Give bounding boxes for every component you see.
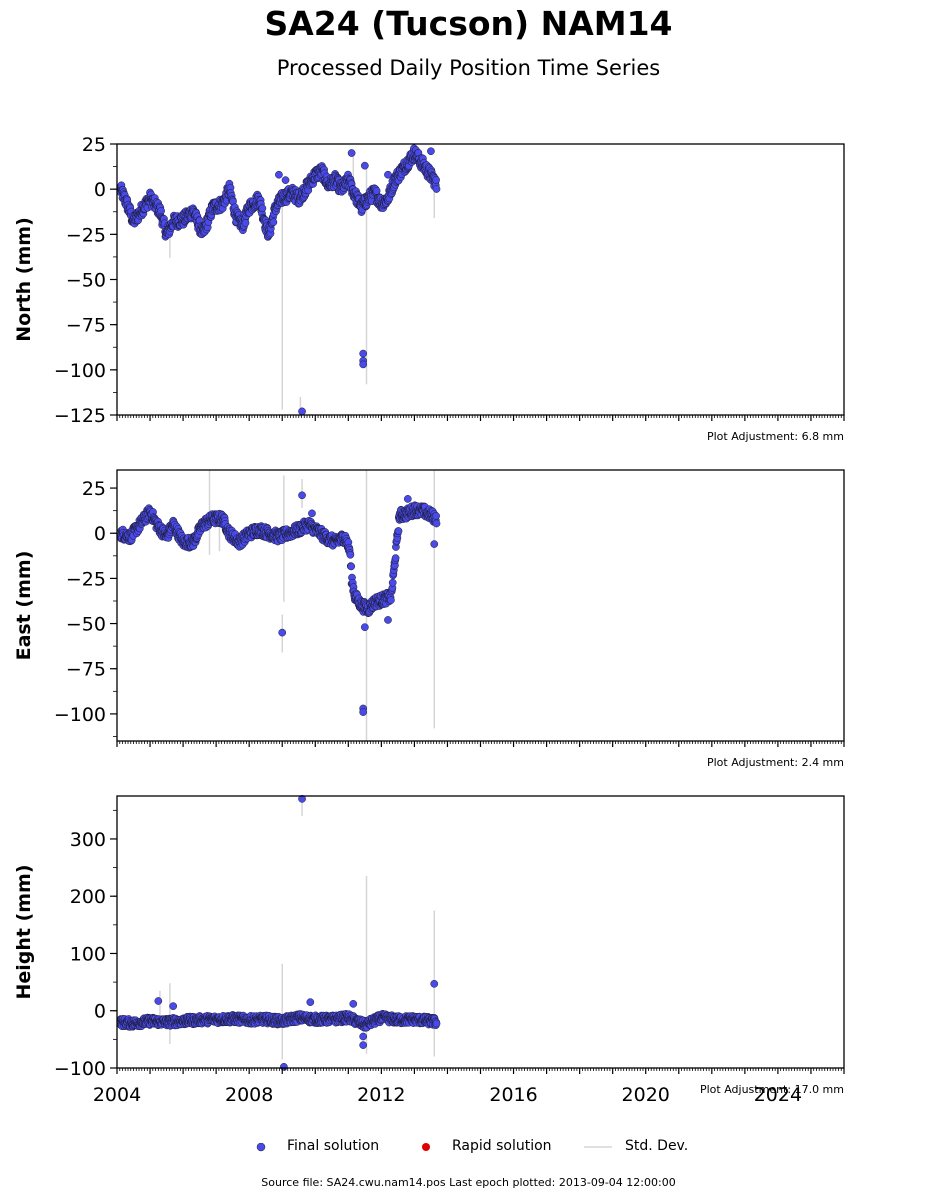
data-point: [432, 512, 440, 520]
legend-label-final: Final solution: [287, 1138, 380, 1154]
y-tick-label: −100: [54, 704, 106, 726]
y-axis-label: North (mm): [13, 217, 35, 342]
outlier-point: [427, 147, 435, 156]
y-tick-label: 0: [94, 523, 106, 545]
y-tick-label: 0: [94, 1001, 106, 1023]
outlier-point: [308, 509, 316, 518]
plot-adjustment-note: Plot Adjustment: 17.0 mm: [700, 1083, 844, 1096]
chart-subtitle: Processed Daily Position Time Series: [276, 56, 661, 80]
plot-adjustment-note: Plot Adjustment: 2.4 mm: [707, 756, 844, 769]
data-point: [347, 562, 356, 571]
outlier-point: [298, 795, 306, 803]
outlier-point: [154, 997, 163, 1005]
y-tick-label: −50: [66, 614, 106, 636]
data-point: [346, 550, 355, 559]
outlier-point: [169, 1002, 178, 1011]
outlier-point: [384, 616, 392, 624]
y-tick-label: −125: [54, 405, 106, 427]
y-tick-label: 100: [70, 943, 106, 965]
outlier-point: [359, 1041, 368, 1049]
x-tick-label: 2020: [622, 1084, 670, 1106]
data-point: [432, 1019, 441, 1028]
final-solution-marker-icon: [256, 1143, 266, 1152]
outlier-point: [278, 628, 287, 637]
outlier-point: [359, 708, 368, 716]
outlier-point: [275, 170, 283, 179]
y-tick-label: −25: [66, 224, 106, 246]
y-tick-label: −25: [66, 568, 106, 590]
data-point: [432, 519, 441, 528]
stddev-line-icon: [584, 1146, 612, 1148]
y-tick-label: 0: [94, 179, 106, 201]
plot-frame: [116, 469, 845, 742]
data-point: [258, 204, 267, 213]
source-note: Source file: SA24.cwu.nam14.pos Last epo…: [261, 1176, 676, 1189]
data-point: [372, 186, 381, 195]
data-point: [432, 185, 441, 193]
outlier-point: [384, 170, 392, 179]
outlier-point: [349, 1000, 358, 1008]
data-point: [391, 554, 400, 562]
plot-frame: [116, 795, 845, 1069]
x-tick-label: 2016: [489, 1084, 537, 1106]
y-tick-label: −100: [54, 360, 106, 382]
x-tick-label: 2012: [357, 1084, 405, 1106]
y-tick-label: −50: [66, 270, 106, 292]
x-tick-label: 2004: [93, 1084, 141, 1106]
y-tick-label: 25: [82, 134, 106, 156]
data-point: [269, 218, 278, 227]
panel-0: 25 0 −25 −50 −75 −100 −125 North (mm) Plot Adjus…: [13, 134, 845, 443]
x-tick-label: 2024: [754, 1084, 802, 1106]
outlier-point: [298, 491, 306, 500]
panel-1: 25 0 −25 −50 −75 −100 East (mm) Plot Adjustment…: [13, 469, 845, 769]
outlier-point: [359, 1032, 368, 1041]
y-axis-label: East (mm): [13, 551, 35, 661]
data-point: [388, 578, 397, 587]
outlier-point: [360, 161, 369, 170]
y-tick-label: −100: [54, 1058, 106, 1080]
data-point: [432, 176, 440, 184]
y-tick-label: 25: [82, 478, 106, 500]
outlier-point: [360, 623, 369, 632]
outlier-point: [280, 1063, 288, 1071]
y-tick-label: 200: [70, 886, 106, 908]
outlier-point: [359, 349, 368, 358]
legend-label-rapid: Rapid solution: [452, 1138, 552, 1154]
y-tick-label: −75: [66, 315, 106, 337]
legend-label-stddev: Std. Dev.: [625, 1138, 689, 1154]
plot-adjustment-note: Plot Adjustment: 6.8 mm: [707, 430, 844, 443]
data-point: [394, 527, 403, 535]
y-tick-label: 300: [70, 829, 106, 851]
y-axis-label: Height (mm): [13, 864, 35, 999]
outlier-point: [430, 979, 439, 988]
data-point: [387, 596, 395, 605]
outlier-point: [306, 998, 315, 1006]
outlier-point: [430, 540, 439, 548]
outlier-point: [281, 176, 290, 184]
chart-title: SA24 (Tucson) NAM14: [264, 4, 673, 43]
outlier-point: [403, 495, 412, 503]
data-point: [241, 219, 250, 227]
outlier-point: [347, 149, 356, 157]
outlier-point: [298, 407, 306, 416]
y-tick-label: −75: [66, 659, 106, 681]
outlier-point: [359, 360, 368, 369]
rapid-solution-marker-icon: [422, 1143, 430, 1151]
x-tick-label: 2008: [225, 1084, 273, 1106]
panel-2: 300 200 100 0 −100 Height (mm) Plot Adjustment…: [13, 795, 845, 1106]
